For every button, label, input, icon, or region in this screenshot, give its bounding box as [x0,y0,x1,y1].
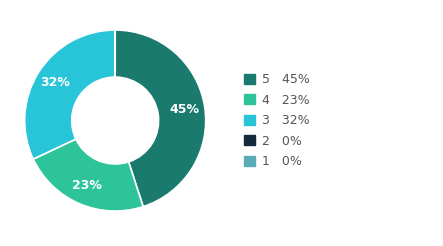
Wedge shape [115,30,206,207]
Legend: 5   45%, 4   23%, 3   32%, 2   0%, 1   0%: 5 45%, 4 23%, 3 32%, 2 0%, 1 0% [239,68,315,173]
Text: 32%: 32% [41,76,70,89]
Wedge shape [33,139,143,211]
Wedge shape [25,30,115,159]
Text: 23%: 23% [72,179,102,192]
Text: 45%: 45% [170,103,200,116]
